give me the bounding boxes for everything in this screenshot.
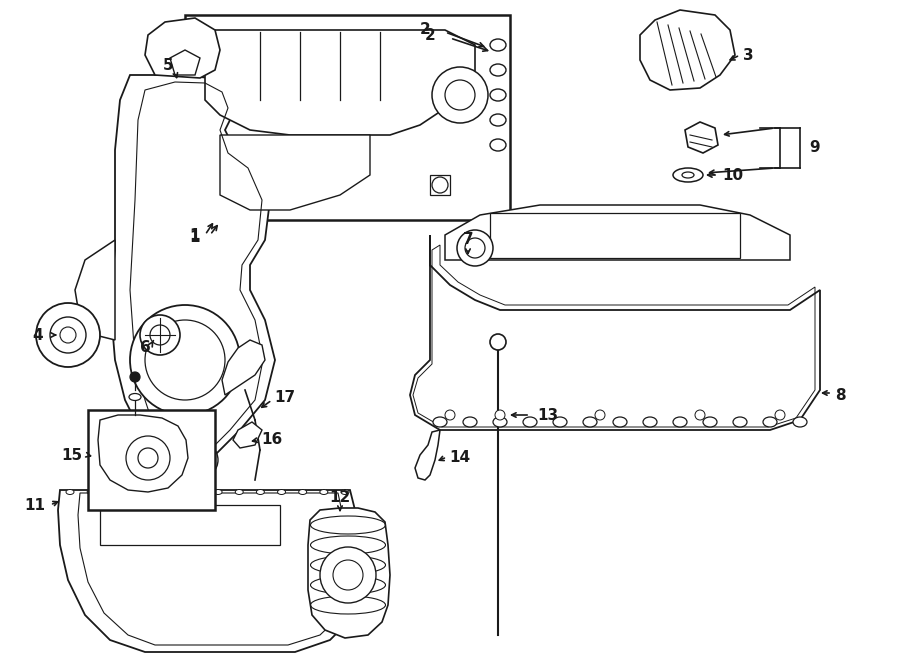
Text: 8: 8 — [834, 387, 845, 403]
Polygon shape — [430, 175, 450, 195]
Ellipse shape — [490, 39, 506, 51]
Ellipse shape — [793, 417, 807, 427]
Circle shape — [145, 320, 225, 400]
Polygon shape — [205, 30, 475, 135]
Circle shape — [595, 410, 605, 420]
Bar — [88, 410, 215, 510]
Text: 16: 16 — [261, 432, 283, 447]
Circle shape — [333, 560, 363, 590]
Circle shape — [130, 372, 140, 382]
Ellipse shape — [493, 417, 507, 427]
Circle shape — [60, 327, 76, 343]
Circle shape — [36, 303, 100, 367]
Ellipse shape — [66, 490, 74, 494]
Polygon shape — [685, 122, 718, 153]
Polygon shape — [170, 50, 200, 75]
Ellipse shape — [553, 417, 567, 427]
Polygon shape — [640, 10, 735, 90]
Polygon shape — [222, 340, 265, 395]
Ellipse shape — [277, 490, 285, 494]
Text: 1: 1 — [190, 229, 200, 245]
Bar — [185, 15, 510, 220]
Text: 14: 14 — [449, 451, 471, 465]
Circle shape — [445, 410, 455, 420]
Text: 12: 12 — [329, 490, 351, 506]
Circle shape — [695, 410, 705, 420]
Circle shape — [432, 67, 488, 123]
Ellipse shape — [490, 114, 506, 126]
Ellipse shape — [214, 490, 222, 494]
Ellipse shape — [490, 64, 506, 76]
Ellipse shape — [108, 490, 116, 494]
Ellipse shape — [341, 490, 349, 494]
Circle shape — [130, 305, 240, 415]
Circle shape — [495, 410, 505, 420]
Polygon shape — [75, 240, 115, 340]
Circle shape — [50, 317, 86, 353]
Circle shape — [445, 80, 475, 110]
Ellipse shape — [235, 490, 243, 494]
Ellipse shape — [172, 490, 180, 494]
Ellipse shape — [673, 168, 703, 182]
Ellipse shape — [463, 417, 477, 427]
Ellipse shape — [320, 490, 328, 494]
Circle shape — [457, 230, 493, 266]
Polygon shape — [415, 430, 440, 480]
Text: 15: 15 — [61, 447, 83, 463]
Polygon shape — [98, 415, 188, 492]
Polygon shape — [145, 18, 220, 78]
Circle shape — [126, 436, 170, 480]
Circle shape — [140, 315, 180, 355]
Ellipse shape — [763, 417, 777, 427]
Polygon shape — [110, 75, 275, 510]
Ellipse shape — [490, 89, 506, 101]
Polygon shape — [233, 422, 262, 448]
Text: 9: 9 — [810, 141, 820, 155]
Ellipse shape — [643, 417, 657, 427]
Text: 3: 3 — [742, 48, 753, 63]
Ellipse shape — [703, 417, 717, 427]
Ellipse shape — [523, 417, 537, 427]
Circle shape — [182, 442, 218, 478]
Text: 5: 5 — [163, 58, 174, 73]
Ellipse shape — [129, 393, 141, 401]
Polygon shape — [220, 135, 370, 210]
Text: 6: 6 — [140, 340, 150, 356]
Circle shape — [138, 448, 158, 468]
Polygon shape — [410, 235, 820, 430]
Ellipse shape — [583, 417, 597, 427]
Text: 11: 11 — [24, 498, 46, 512]
Polygon shape — [445, 205, 790, 260]
Ellipse shape — [613, 417, 627, 427]
Circle shape — [775, 410, 785, 420]
Ellipse shape — [682, 172, 694, 178]
Bar — [490, 213, 740, 258]
Circle shape — [150, 325, 170, 345]
Ellipse shape — [87, 490, 95, 494]
Text: 1: 1 — [190, 227, 200, 243]
Ellipse shape — [130, 490, 138, 494]
Circle shape — [320, 547, 376, 603]
Ellipse shape — [433, 417, 447, 427]
Text: 17: 17 — [274, 391, 295, 405]
Text: 2: 2 — [425, 28, 436, 42]
Circle shape — [465, 238, 485, 258]
Text: 13: 13 — [537, 407, 559, 422]
Ellipse shape — [490, 139, 506, 151]
Bar — [100, 505, 280, 545]
Text: 10: 10 — [723, 167, 743, 182]
Circle shape — [490, 334, 506, 350]
Polygon shape — [308, 508, 390, 638]
Ellipse shape — [299, 490, 307, 494]
Circle shape — [432, 177, 448, 193]
Ellipse shape — [150, 490, 158, 494]
Polygon shape — [58, 490, 360, 652]
Ellipse shape — [733, 417, 747, 427]
Ellipse shape — [193, 490, 201, 494]
Ellipse shape — [673, 417, 687, 427]
Text: 4: 4 — [32, 327, 43, 342]
Ellipse shape — [256, 490, 265, 494]
Text: 7: 7 — [463, 233, 473, 247]
Text: 2: 2 — [419, 22, 430, 38]
